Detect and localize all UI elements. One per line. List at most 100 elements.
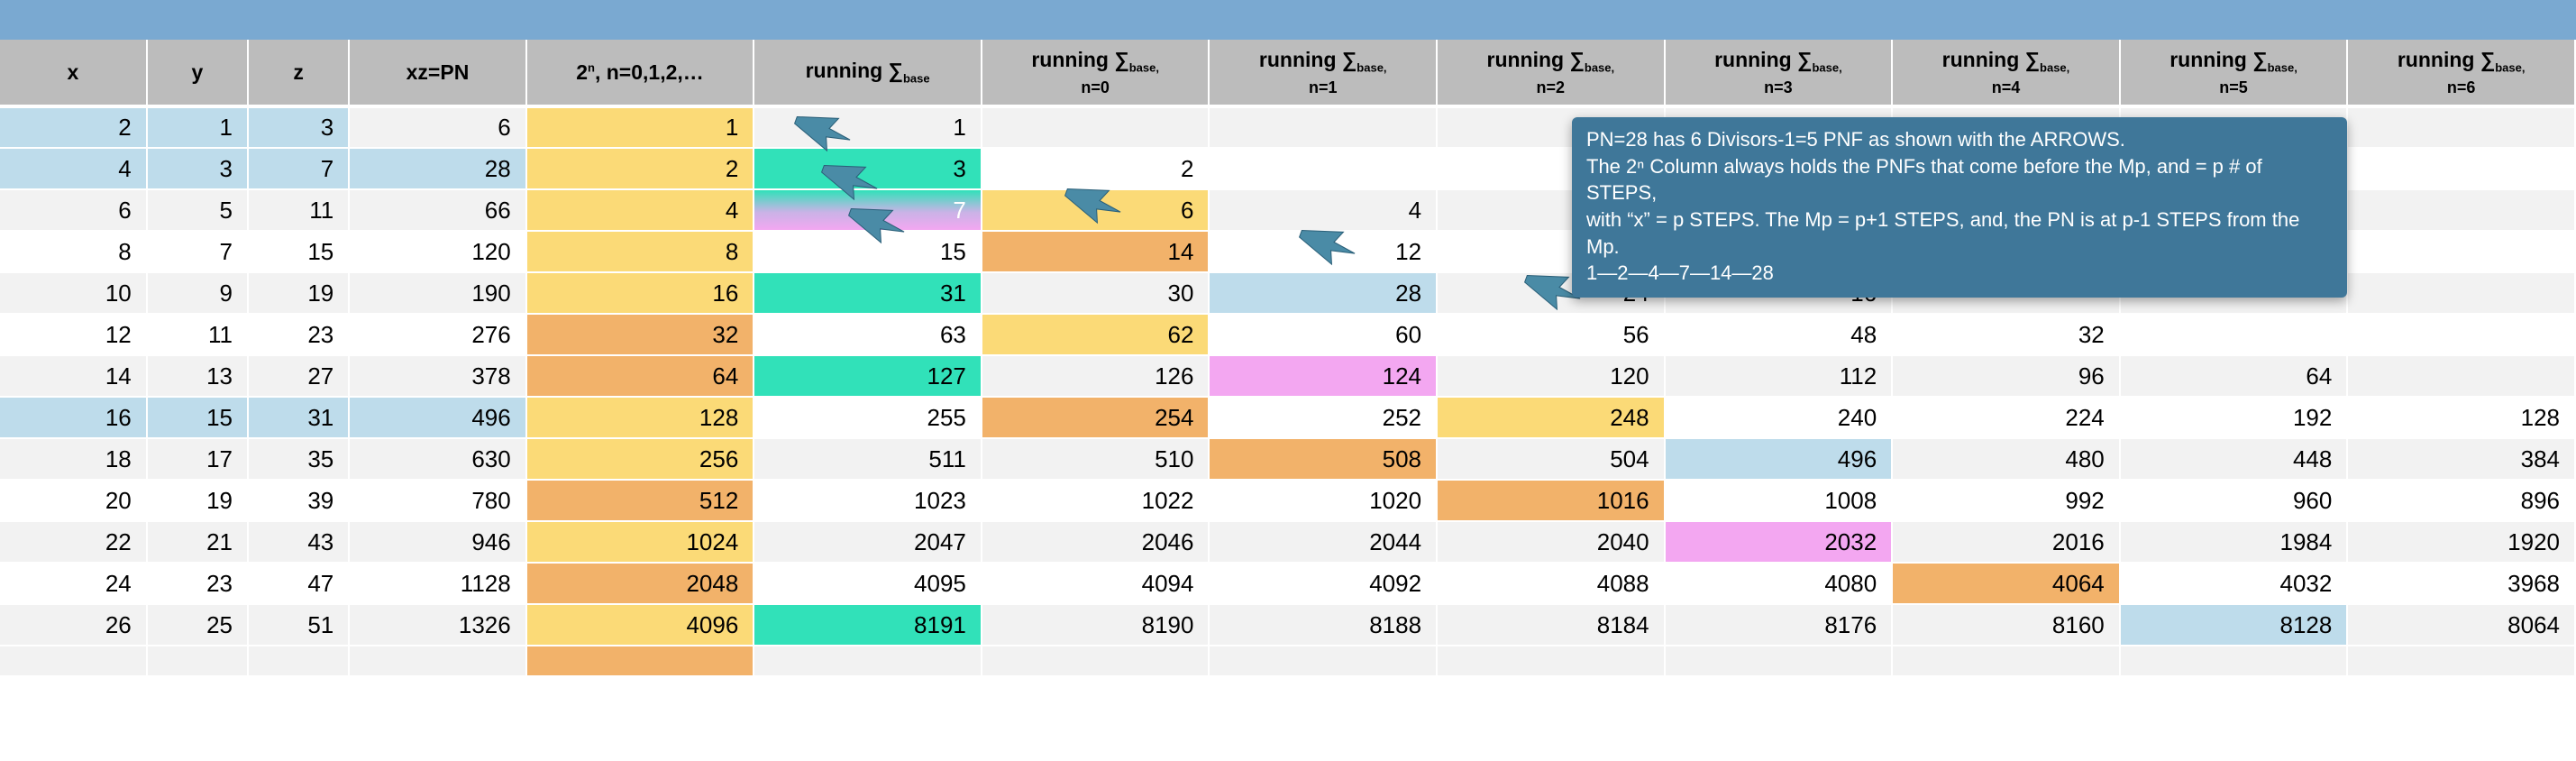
cell: 22 <box>0 521 147 563</box>
cell: 8188 <box>1209 604 1437 646</box>
cell: 5 <box>147 189 248 231</box>
cell: 1024 <box>526 521 754 563</box>
cell: 30 <box>982 272 1210 314</box>
cell: 1 <box>147 106 248 148</box>
cell <box>2120 314 2348 355</box>
cell: 7 <box>147 231 248 272</box>
cell: 4 <box>526 189 754 231</box>
cell: 2016 <box>1892 521 2120 563</box>
cell <box>248 646 349 676</box>
cell: 4 <box>0 148 147 189</box>
table-row: 181735630256511510508504496480448384 <box>0 438 2575 480</box>
cell <box>2347 646 2575 676</box>
cell: 946 <box>349 521 525 563</box>
col-header-8: running ∑base,n=2 <box>1437 40 1665 106</box>
pointer-arrow-icon <box>847 200 905 253</box>
cell: 8160 <box>1892 604 2120 646</box>
cell: 28 <box>349 148 525 189</box>
cell: 126 <box>982 355 1210 397</box>
col-header-0: x <box>0 40 147 106</box>
cell: 4092 <box>1209 563 1437 604</box>
cell: 630 <box>349 438 525 480</box>
cell <box>982 106 1210 148</box>
table-row: 12112327632636260564832 <box>0 314 2575 355</box>
cell: 15 <box>147 397 248 438</box>
cell: 25 <box>147 604 248 646</box>
cell: 248 <box>1437 397 1665 438</box>
cell: 508 <box>1209 438 1437 480</box>
cell: 1022 <box>982 480 1210 521</box>
cell: 32 <box>526 314 754 355</box>
cell: 511 <box>754 438 982 480</box>
cell: 96 <box>1892 355 2120 397</box>
cell: 780 <box>349 480 525 521</box>
cell: 4080 <box>1665 563 1893 604</box>
cell <box>1665 646 1893 676</box>
cell: 127 <box>754 355 982 397</box>
cell: 63 <box>754 314 982 355</box>
cell: 11 <box>147 314 248 355</box>
cell: 1920 <box>2347 521 2575 563</box>
cell: 8 <box>0 231 147 272</box>
cell <box>2120 646 2348 676</box>
cell: 11 <box>248 189 349 231</box>
cell: 1 <box>526 106 754 148</box>
cell: 2032 <box>1665 521 1893 563</box>
cell <box>1892 646 2120 676</box>
cell: 60 <box>1209 314 1437 355</box>
cell: 4096 <box>526 604 754 646</box>
cell: 192 <box>2120 397 2348 438</box>
cell <box>526 646 754 676</box>
col-header-6: running ∑base,n=0 <box>982 40 1210 106</box>
cell: 128 <box>2347 397 2575 438</box>
cell: 26 <box>0 604 147 646</box>
cell: 31 <box>248 397 349 438</box>
cell: 504 <box>1437 438 1665 480</box>
cell: 23 <box>147 563 248 604</box>
cell: 496 <box>349 397 525 438</box>
cell: 47 <box>248 563 349 604</box>
cell: 255 <box>754 397 982 438</box>
cell: 1023 <box>754 480 982 521</box>
cell: 254 <box>982 397 1210 438</box>
cell: 1984 <box>2120 521 2348 563</box>
cell: 16 <box>0 397 147 438</box>
cell: 276 <box>349 314 525 355</box>
col-header-11: running ∑base,n=5 <box>2120 40 2348 106</box>
cell: 21 <box>147 521 248 563</box>
cell: 4094 <box>982 563 1210 604</box>
cell: 8128 <box>2120 604 2348 646</box>
pointer-arrow-icon <box>1298 222 1356 275</box>
cell: 256 <box>526 438 754 480</box>
cell: 2046 <box>982 521 1210 563</box>
cell: 448 <box>2120 438 2348 480</box>
cell: 240 <box>1665 397 1893 438</box>
cell: 1020 <box>1209 480 1437 521</box>
cell: 3968 <box>2347 563 2575 604</box>
cell: 19 <box>147 480 248 521</box>
cell: 9 <box>147 272 248 314</box>
cell: 6 <box>349 106 525 148</box>
cell: 8 <box>526 231 754 272</box>
cell: 64 <box>526 355 754 397</box>
cell <box>2347 106 2575 148</box>
cell: 35 <box>248 438 349 480</box>
cell <box>349 646 525 676</box>
cell: 8176 <box>1665 604 1893 646</box>
cell: 1326 <box>349 604 525 646</box>
cell: 960 <box>2120 480 2348 521</box>
cell: 51 <box>248 604 349 646</box>
cell: 378 <box>349 355 525 397</box>
cell <box>2347 189 2575 231</box>
cell <box>2347 314 2575 355</box>
col-header-10: running ∑base,n=4 <box>1892 40 2120 106</box>
cell <box>1437 646 1665 676</box>
cell: 1016 <box>1437 480 1665 521</box>
cell: 10 <box>0 272 147 314</box>
cell: 1128 <box>349 563 525 604</box>
cell: 12 <box>0 314 147 355</box>
explainer-callout: PN=28 has 6 Divisors-1=5 PNF as shown wi… <box>1572 117 2347 298</box>
cell: 17 <box>147 438 248 480</box>
cell: 120 <box>1437 355 1665 397</box>
cell: 4095 <box>754 563 982 604</box>
